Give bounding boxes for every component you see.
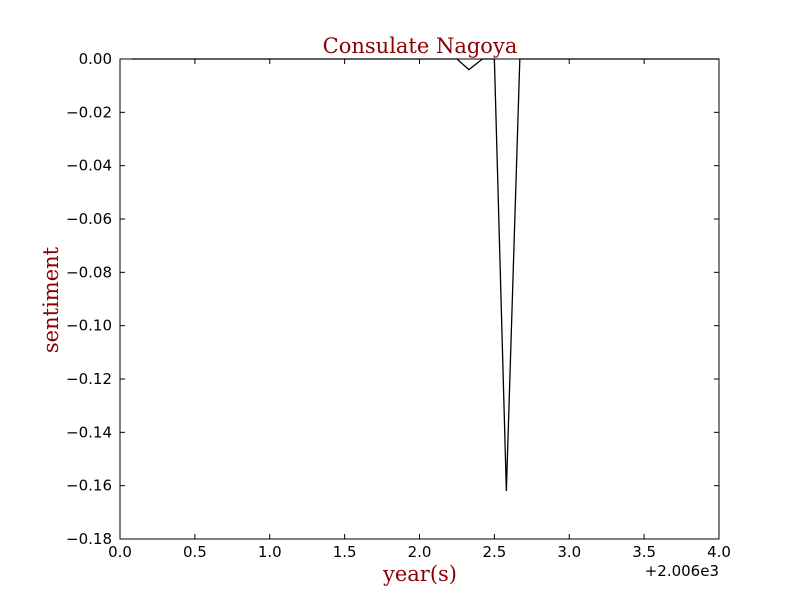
x-tick-label: 4.0 — [707, 543, 731, 561]
y-axis: 0.00 −0.02 −0.04 −0.06 −0.08 −0.10 −0.12 −0.14 −… — [66, 50, 719, 548]
y-tick-label: −0.06 — [66, 210, 112, 228]
y-tick-label: −0.08 — [66, 263, 112, 281]
x-tick-label: 0.5 — [183, 543, 207, 561]
y-tick-label: 0.00 — [79, 50, 112, 68]
y-tick-label: −0.16 — [66, 477, 112, 495]
y-tick-label: −0.10 — [66, 317, 112, 335]
x-axis: 0.0 0.5 1.0 1.5 2.0 2.5 3.0 3.5 4.0 — [108, 59, 731, 561]
x-tick-label: 0.0 — [108, 543, 132, 561]
y-tick-label: −0.02 — [66, 103, 112, 121]
x-axis-title: year(s) — [382, 562, 457, 586]
y-tick-label: −0.04 — [66, 157, 112, 175]
x-axis-offset-label: +2.006e3 — [645, 562, 719, 580]
x-tick-label: 2.0 — [408, 543, 432, 561]
x-tick-label: 3.5 — [632, 543, 656, 561]
x-tick-label: 1.0 — [258, 543, 282, 561]
x-tick-label: 3.0 — [557, 543, 581, 561]
y-tick-label: −0.12 — [66, 370, 112, 388]
plot-area — [119, 58, 720, 540]
x-tick-label: 1.5 — [333, 543, 357, 561]
plot-frame — [119, 58, 720, 540]
series-line — [131, 58, 719, 492]
y-axis-title: sentiment — [39, 246, 63, 353]
y-tick-label: −0.14 — [66, 423, 112, 441]
y-tick-label: −0.18 — [66, 530, 112, 548]
x-tick-label: 2.5 — [482, 543, 506, 561]
chart-title: Consulate Nagoya — [323, 34, 518, 58]
